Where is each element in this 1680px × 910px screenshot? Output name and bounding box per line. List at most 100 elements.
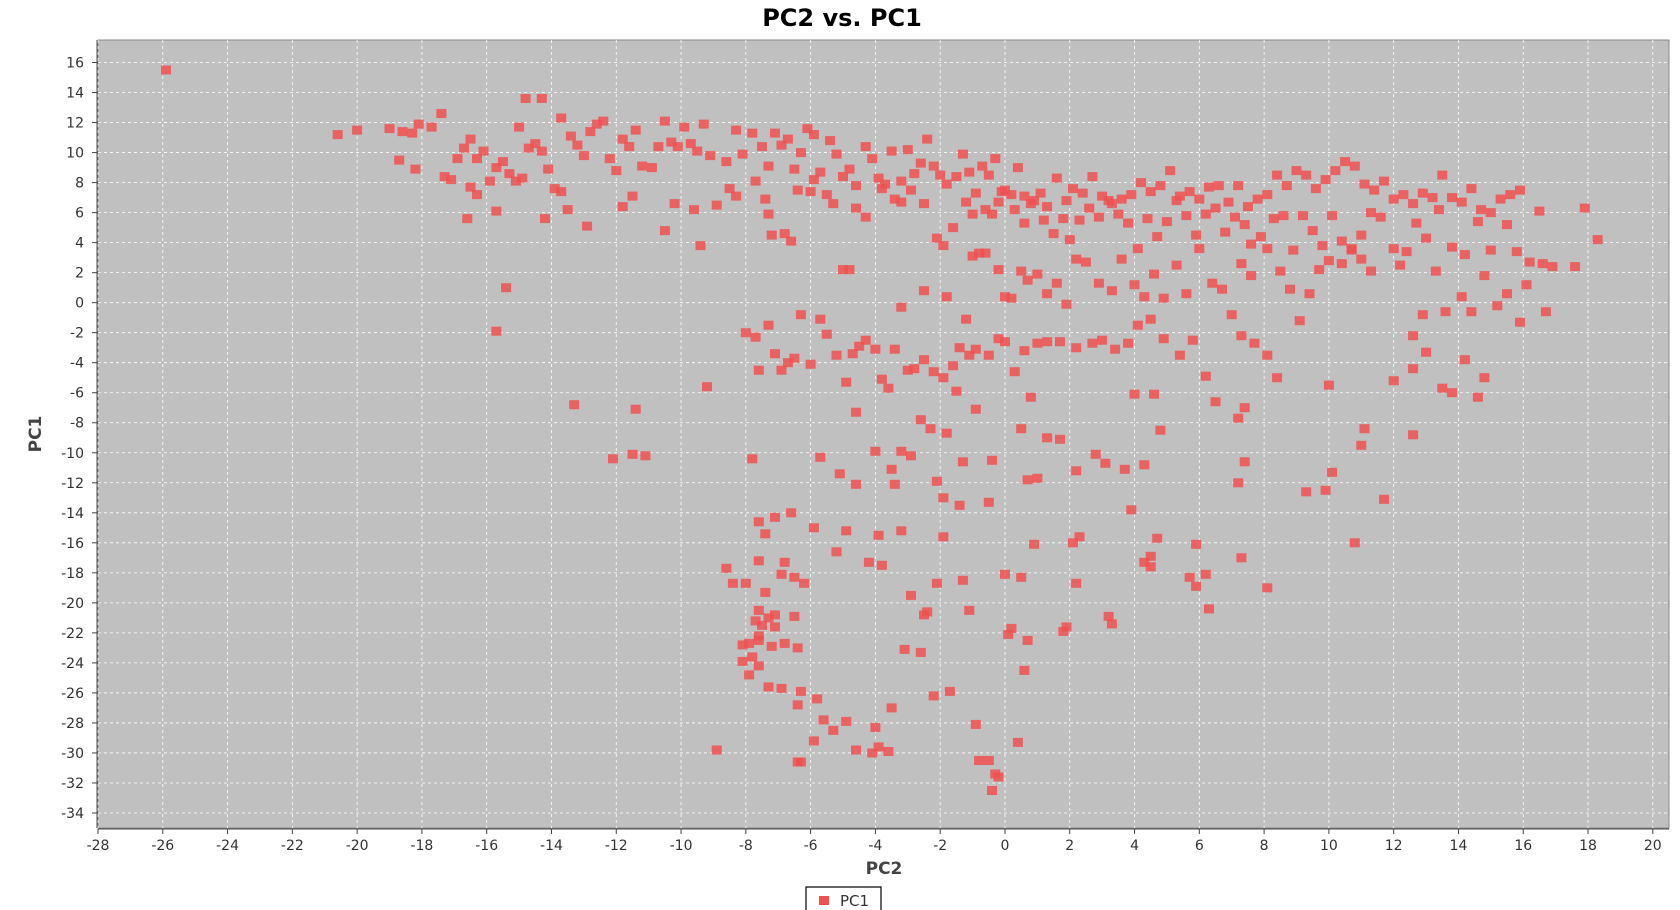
data-point (1022, 475, 1033, 485)
data-point (1466, 184, 1477, 194)
data-point (844, 265, 855, 275)
data-point (1230, 212, 1240, 222)
data-point (1570, 262, 1581, 272)
data-point (1090, 449, 1101, 459)
data-point (1447, 242, 1457, 252)
data-point (549, 184, 560, 194)
data-point (983, 170, 994, 180)
data-point (1012, 163, 1023, 173)
data-point (1430, 266, 1441, 276)
data-point (1200, 209, 1211, 219)
data-point (838, 265, 848, 275)
data-point (1472, 217, 1483, 227)
data-point (1226, 310, 1237, 320)
data-point (967, 251, 978, 261)
data-point (763, 320, 774, 330)
y-tick-label: -34 (61, 806, 84, 822)
data-point (472, 190, 482, 200)
data-point (627, 191, 638, 201)
x-tick-label: -8 (739, 838, 753, 854)
data-point (608, 454, 618, 464)
data-point (598, 116, 609, 126)
y-tick-label: -12 (61, 476, 84, 492)
data-point (1249, 338, 1260, 348)
data-point (1204, 182, 1214, 192)
data-point (1472, 392, 1483, 402)
data-point (987, 455, 997, 465)
data-point (1213, 181, 1224, 191)
data-point (779, 638, 790, 648)
data-point (1032, 269, 1043, 279)
data-point (1485, 245, 1496, 255)
data-point (630, 125, 641, 135)
data-point (970, 719, 981, 729)
data-point (1388, 244, 1399, 254)
data-point (1233, 181, 1244, 191)
data-point (737, 640, 748, 650)
data-point (1006, 623, 1017, 633)
data-point (753, 365, 764, 375)
data-point (413, 119, 424, 129)
data-point (1210, 203, 1221, 213)
x-tick-label: -16 (475, 838, 498, 854)
data-point (1000, 337, 1010, 347)
data-point (1136, 178, 1146, 188)
data-point (536, 94, 547, 103)
data-point (1181, 289, 1192, 299)
data-point (1032, 473, 1043, 483)
data-point (983, 350, 994, 360)
data-point (1191, 230, 1202, 240)
data-point (919, 286, 929, 296)
data-point (1236, 331, 1247, 341)
data-point (1304, 289, 1315, 299)
data-point (1427, 193, 1438, 203)
data-point (834, 469, 845, 479)
data-point (938, 532, 949, 542)
data-point (1340, 157, 1351, 167)
data-point (1000, 292, 1010, 302)
x-tick-label: 20 (1644, 838, 1662, 854)
data-point (1547, 262, 1558, 272)
data-point (384, 124, 395, 134)
data-point (1447, 388, 1457, 398)
data-point (896, 176, 907, 186)
data-point (737, 656, 748, 666)
data-point (841, 716, 852, 726)
data-point (1093, 278, 1104, 288)
data-point (446, 175, 457, 185)
data-point (731, 191, 742, 201)
data-point (1126, 505, 1137, 515)
data-point (332, 130, 343, 140)
data-point (1032, 338, 1043, 348)
data-point (919, 199, 929, 209)
data-point (1171, 196, 1182, 206)
data-point (1019, 218, 1030, 228)
x-tick-label: -2 (933, 838, 947, 854)
data-point (1204, 604, 1214, 614)
data-point (931, 578, 942, 588)
x-tick-label: 2 (1065, 838, 1074, 854)
data-point (867, 154, 878, 164)
data-point (1239, 220, 1250, 230)
data-point (685, 139, 696, 149)
data-point (1447, 193, 1457, 203)
data-point (536, 146, 547, 156)
data-point (1534, 206, 1545, 216)
data-point (944, 686, 955, 696)
data-point (954, 343, 965, 353)
data-point (1307, 226, 1318, 236)
data-point (556, 113, 567, 123)
data-point (1051, 278, 1062, 288)
data-point (851, 181, 861, 191)
data-point (689, 205, 699, 215)
data-point (1459, 355, 1470, 365)
y-tick-label: 10 (66, 146, 84, 162)
data-point (980, 205, 991, 215)
data-point (808, 736, 819, 746)
data-point (459, 143, 469, 153)
data-point (970, 404, 981, 414)
y-tick-label: -14 (61, 506, 84, 522)
data-point (851, 479, 861, 489)
data-point (870, 446, 881, 456)
data-point (948, 361, 959, 371)
